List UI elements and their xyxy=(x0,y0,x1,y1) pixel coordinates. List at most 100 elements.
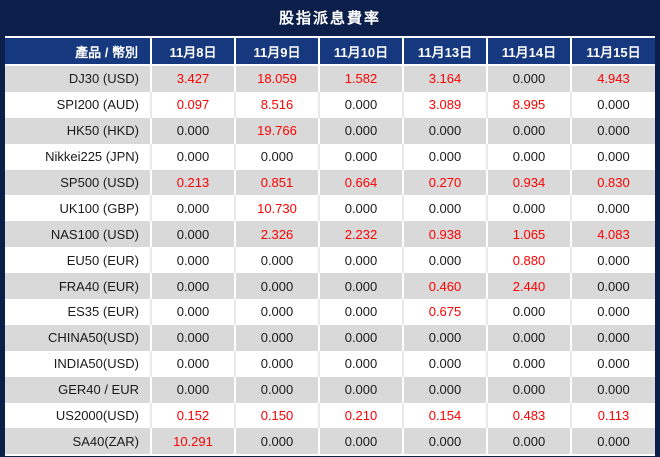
rate-cell: 0.000 xyxy=(571,428,655,457)
rate-cell: 2.440 xyxy=(487,273,572,300)
rate-cell: 0.210 xyxy=(319,402,404,429)
page-title: 股指派息費率 xyxy=(278,10,381,27)
rate-cell: 0.000 xyxy=(319,376,404,403)
rate-cell: 0.000 xyxy=(571,273,655,300)
rate-cell: 3.164 xyxy=(403,65,488,92)
rate-cell: 0.000 xyxy=(319,428,404,457)
rate-cell: 0.000 xyxy=(151,350,236,377)
rate-cell: 0.000 xyxy=(319,324,404,351)
rate-cell: 0.000 xyxy=(235,273,320,300)
rate-cell: 18.059 xyxy=(235,65,320,92)
date-column-header: 11月13日 xyxy=(403,36,488,66)
rate-cell: 0.000 xyxy=(403,428,488,457)
rate-cell: 1.582 xyxy=(319,65,404,92)
rate-cell: 0.113 xyxy=(571,402,655,429)
product-cell: EU50 (EUR) xyxy=(5,247,152,274)
rate-cell: 0.000 xyxy=(151,221,236,248)
rate-cell: 0.675 xyxy=(403,299,488,325)
table-row: ES35 (EUR) 0.000 0.000 0.000 0.675 0.000 0.000 xyxy=(5,299,655,325)
rate-cell: 0.000 xyxy=(151,299,236,325)
product-column-header: 產品 / 幣別 xyxy=(5,36,152,66)
rate-cell: 0.000 xyxy=(487,117,572,144)
rate-cell: 0.000 xyxy=(235,376,320,403)
table-row: EU50 (EUR) 0.000 0.000 0.000 0.000 0.880 0.000 xyxy=(5,247,655,274)
rate-cell: 0.000 xyxy=(571,376,655,403)
rate-cell: 4.943 xyxy=(571,65,655,92)
rate-cell: 0.213 xyxy=(151,169,236,196)
date-column-header: 11月15日 xyxy=(571,36,655,66)
table-row: NAS100 (USD) 0.000 2.326 2.232 0.938 1.065 4.0… xyxy=(5,221,655,248)
rate-cell: 0.000 xyxy=(151,143,236,170)
rate-cell: 0.000 xyxy=(487,65,572,92)
rate-cell: 0.880 xyxy=(487,247,572,274)
rate-cell: 0.000 xyxy=(151,324,236,351)
table-row: INDIA50(USD) 0.000 0.000 0.000 0.000 0.000 0.0… xyxy=(5,350,655,377)
rate-cell: 0.150 xyxy=(235,402,320,429)
table-row: HK50 (HKD) 0.000 19.766 0.000 0.000 0.000 0.00… xyxy=(5,117,655,144)
date-column-header: 11月10日 xyxy=(319,36,404,66)
table-row: DJ30 (USD) 3.427 18.059 1.582 3.164 0.000 4.94… xyxy=(5,65,655,92)
rate-cell: 0.000 xyxy=(571,324,655,351)
rate-cell: 2.326 xyxy=(235,221,320,248)
rate-cell: 19.766 xyxy=(235,117,320,144)
product-cell: US2000(USD) xyxy=(5,402,152,429)
rate-cell: 0.000 xyxy=(319,195,404,222)
rate-cell: 0.000 xyxy=(571,299,655,325)
rate-cell: 0.830 xyxy=(571,169,655,196)
rate-cell: 0.000 xyxy=(571,117,655,144)
table-body: DJ30 (USD) 3.427 18.059 1.582 3.164 0.000 4.94… xyxy=(5,65,655,457)
rate-cell: 0.000 xyxy=(151,247,236,274)
rate-cell: 0.000 xyxy=(403,195,488,222)
rate-cell: 0.934 xyxy=(487,169,572,196)
product-cell: GER40 / EUR xyxy=(5,376,152,403)
table-row: SP500 (USD) 0.213 0.851 0.664 0.270 0.934 0.83… xyxy=(5,169,655,196)
rate-cell: 0.000 xyxy=(235,143,320,170)
product-cell: UK100 (GBP) xyxy=(5,195,152,222)
rate-cell: 0.000 xyxy=(151,117,236,144)
rate-cell: 0.000 xyxy=(235,428,320,457)
rate-cell: 0.000 xyxy=(319,91,404,118)
table-header: 產品 / 幣別 11月8日 11月9日 11月10日 11月13日 11月14日 11月15… xyxy=(5,36,655,66)
rate-cell: 2.232 xyxy=(319,221,404,248)
rate-cell: 0.000 xyxy=(571,143,655,170)
rate-cell: 0.000 xyxy=(235,247,320,274)
table-row: GER40 / EUR 0.000 0.000 0.000 0.000 0.000 0.00… xyxy=(5,376,655,403)
rate-cell: 0.000 xyxy=(235,299,320,325)
product-cell: CHINA50(USD) xyxy=(5,324,152,351)
rate-cell: 0.000 xyxy=(487,299,572,325)
rate-cell: 0.483 xyxy=(487,402,572,429)
rate-cell: 3.089 xyxy=(403,91,488,118)
rate-cell: 0.000 xyxy=(235,324,320,351)
rate-cell: 8.516 xyxy=(235,91,320,118)
date-column-header: 11月8日 xyxy=(151,36,236,66)
rate-cell: 0.097 xyxy=(151,91,236,118)
rate-cell: 0.000 xyxy=(487,428,572,457)
rate-cell: 0.000 xyxy=(571,195,655,222)
product-cell: NAS100 (USD) xyxy=(5,221,152,248)
table-row: CHINA50(USD) 0.000 0.000 0.000 0.000 0.000 0.0… xyxy=(5,324,655,351)
rate-cell: 0.000 xyxy=(487,324,572,351)
table-row: SPI200 (AUD) 0.097 8.516 0.000 3.089 8.995 0.0… xyxy=(5,91,655,118)
rate-cell: 0.000 xyxy=(403,324,488,351)
rate-cell: 0.000 xyxy=(487,143,572,170)
header-row: 產品 / 幣別 11月8日 11月9日 11月10日 11月13日 11月14日 11月15… xyxy=(5,36,655,66)
product-cell: Nikkei225 (JPN) xyxy=(5,143,152,170)
table-row: UK100 (GBP) 0.000 10.730 0.000 0.000 0.000 0.0… xyxy=(5,195,655,222)
rate-cell: 0.000 xyxy=(319,299,404,325)
rate-cell: 10.730 xyxy=(235,195,320,222)
rate-cell: 0.460 xyxy=(403,273,488,300)
rate-cell: 0.000 xyxy=(151,195,236,222)
product-cell: INDIA50(USD) xyxy=(5,350,152,377)
rate-cell: 0.000 xyxy=(403,376,488,403)
rate-cell: 0.000 xyxy=(319,143,404,170)
rate-cell: 0.000 xyxy=(403,247,488,274)
rate-cell: 0.000 xyxy=(151,376,236,403)
product-cell: SPI200 (AUD) xyxy=(5,91,152,118)
rate-cell: 0.000 xyxy=(487,195,572,222)
table-row: SA40(ZAR) 10.291 0.000 0.000 0.000 0.000 0.000 xyxy=(5,428,655,457)
rate-cell: 0.000 xyxy=(319,247,404,274)
rate-cell: 0.851 xyxy=(235,169,320,196)
rate-cell: 0.000 xyxy=(403,350,488,377)
rate-cell: 0.270 xyxy=(403,169,488,196)
